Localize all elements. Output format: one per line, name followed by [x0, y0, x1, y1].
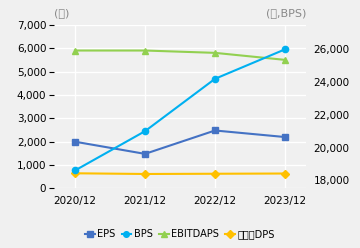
보통주DPS: [143, 173, 147, 176]
보통주DPS: [213, 172, 217, 175]
Text: (원): (원): [54, 8, 69, 18]
보통주DPS: [283, 172, 287, 175]
EPS: [283, 136, 287, 139]
EBITDAPS: [213, 51, 217, 54]
EBITDAPS: [73, 49, 77, 52]
BPS: [213, 77, 217, 80]
Legend: EPS, BPS, EBITDAPS, 보통주DPS: EPS, BPS, EBITDAPS, 보통주DPS: [81, 225, 279, 243]
Text: (원,BPS): (원,BPS): [266, 8, 306, 18]
Line: EBITDAPS: EBITDAPS: [72, 47, 288, 63]
BPS: [143, 130, 147, 133]
보통주DPS: [73, 172, 77, 175]
Line: BPS: BPS: [72, 46, 288, 174]
EPS: [143, 152, 147, 155]
BPS: [73, 169, 77, 172]
EPS: [73, 140, 77, 143]
EPS: [213, 129, 217, 132]
Line: EPS: EPS: [72, 127, 288, 157]
EBITDAPS: [143, 49, 147, 52]
Line: 보통주DPS: 보통주DPS: [72, 171, 288, 177]
EBITDAPS: [283, 58, 287, 61]
BPS: [283, 48, 287, 51]
